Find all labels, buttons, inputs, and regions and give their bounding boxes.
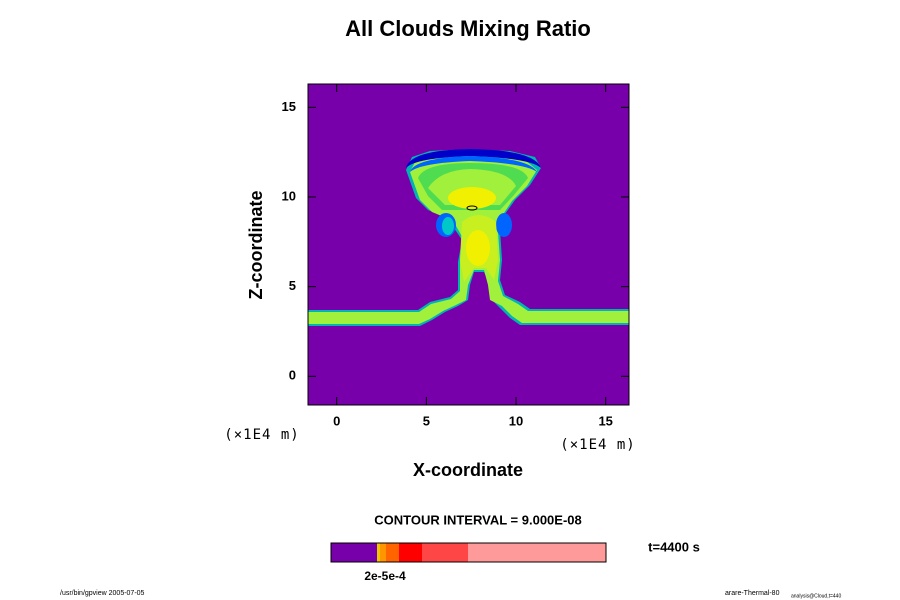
- colorbar-segment: [380, 543, 386, 562]
- colorbar-segment: [399, 543, 422, 562]
- contour-region: [466, 230, 490, 266]
- cloud-contours: [308, 149, 629, 326]
- contour-region: [406, 149, 541, 168]
- y-tick-label: 10: [282, 188, 296, 203]
- colorbar-segment: [422, 543, 468, 562]
- y-unit: (×1E4 m): [224, 427, 299, 443]
- y-tick-label: 0: [289, 368, 296, 383]
- colorbar-frame: [330, 542, 607, 563]
- x-axis-label: X-coordinate: [413, 460, 523, 480]
- colorbar-segment: [331, 543, 377, 562]
- x-tick-label: 15: [598, 413, 612, 428]
- colorbar-segment: [377, 543, 380, 562]
- y-tick-label: 15: [282, 99, 296, 114]
- chart-title: All Clouds Mixing Ratio: [345, 16, 591, 41]
- colorbar: [330, 542, 607, 563]
- colorbar-label: 2e-5e-4: [364, 569, 406, 583]
- footer-right-sub: analysis@Cloud,t=440: [791, 593, 841, 599]
- y-axis-label: Z-coordinate: [246, 190, 266, 299]
- contour-region: [496, 213, 512, 237]
- x-tick-label: 5: [423, 413, 430, 428]
- contour-region: [448, 187, 496, 209]
- contour-region: [410, 156, 537, 172]
- x-tick-label: 10: [509, 413, 523, 428]
- footer-left: /usr/bin/gpview 2005-07-05: [60, 590, 145, 597]
- x-tick-label: 0: [333, 413, 340, 428]
- time-label: t=4400 s: [648, 539, 700, 554]
- colorbar-segment: [386, 543, 399, 562]
- contour-line: [466, 205, 478, 211]
- colorbar-segment: [468, 543, 606, 562]
- x-unit: (×1E4 m): [560, 437, 635, 453]
- plot-frame: [307, 83, 630, 406]
- footer-right: arare-Thermal-80: [725, 590, 780, 597]
- y-tick-label: 5: [289, 278, 296, 293]
- contour-interval: CONTOUR INTERVAL = 9.000E-08: [374, 512, 581, 527]
- contour-region: [442, 217, 454, 235]
